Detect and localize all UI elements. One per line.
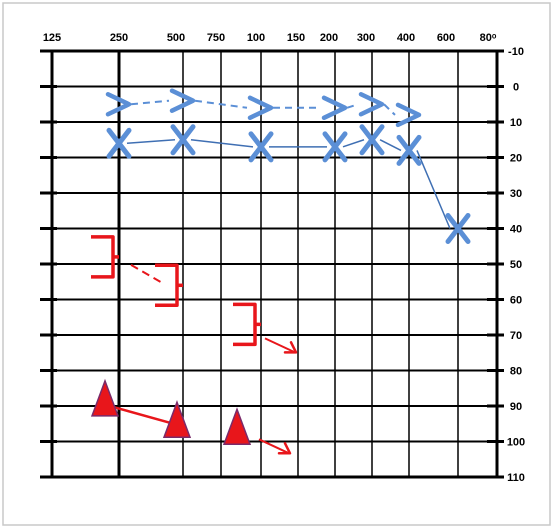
x-mark-stroke [359, 124, 385, 156]
bracket-no-response-arrow-shaft [264, 337, 296, 354]
x-tick-label: 100 [247, 32, 265, 44]
chevron-mark [321, 95, 348, 121]
x-tick-label: 400 [397, 32, 415, 44]
y-tick-label: 60 [510, 295, 522, 307]
chevron-connector [194, 99, 248, 109]
chevron-mark [395, 102, 422, 128]
x-tick-label: 600 [437, 32, 455, 44]
triangle-mark [222, 407, 252, 446]
triangle-connector [112, 405, 176, 426]
y-tick-label: 0 [513, 82, 519, 94]
x-mark [359, 124, 385, 156]
x-tick-label: 250 [110, 32, 128, 44]
x-mark-stroke [170, 124, 196, 156]
triangle-mark [90, 378, 120, 417]
chevron-mark [358, 92, 385, 117]
y-tick-label: -10 [508, 46, 524, 58]
y-tick-label: 30 [510, 188, 522, 200]
x-mark-stroke [322, 131, 348, 163]
x-mark-stroke [106, 127, 132, 159]
x-mark-stroke [248, 131, 274, 163]
x-mark [445, 213, 471, 244]
y-tick-label: 40 [510, 224, 522, 236]
x-mark [248, 131, 274, 163]
x-connector [416, 150, 451, 229]
series-lines [112, 99, 451, 455]
y-axis-tick-labels: -10 0 10 20 30 40 50 60 70 80 90 100 110 [507, 46, 525, 484]
x-mark [322, 131, 348, 163]
y-tick-label: 50 [510, 259, 522, 271]
bracket-no-response-arrow-head [283, 341, 298, 354]
x-tick-label: 500 [167, 32, 185, 44]
x-tick-label: 125 [43, 32, 61, 44]
y-tick-label: 90 [510, 401, 522, 413]
y-tick-label: 20 [510, 153, 522, 165]
data-marks [90, 88, 471, 446]
chevron-mark [247, 95, 274, 121]
x-mark-stroke [396, 134, 422, 166]
chevron-connector [130, 99, 170, 106]
x-axis-tick-labels: 125 250 500 750 100 150 200 300 400 600 80ᵒ [43, 32, 497, 44]
x-connector [190, 139, 254, 148]
x-mark [170, 124, 196, 156]
x-tick-label: 300 [357, 32, 375, 44]
triangle-no-response-arrow-shaft [258, 438, 290, 455]
x-connector [379, 139, 402, 152]
triangle-no-response-arrow-head [277, 442, 292, 455]
x-tick-label: 150 [287, 32, 305, 44]
x-tick-label: 80ᵒ [480, 32, 497, 44]
chevron-connector [383, 103, 396, 116]
x-connector [342, 139, 365, 148]
y-tick-label: 100 [507, 437, 525, 449]
x-mark-stroke [445, 213, 471, 244]
bracket-connector [130, 264, 164, 285]
x-connector [126, 139, 176, 145]
chevron-mark [105, 92, 132, 117]
y-tick-label: 110 [507, 472, 525, 484]
y-tick-label: 10 [510, 117, 522, 129]
chevron-mark [169, 88, 196, 113]
y-tick-label: 70 [510, 330, 522, 342]
y-tick-label: 80 [510, 366, 522, 378]
triangle-mark [162, 400, 192, 438]
x-tick-label: 750 [207, 32, 225, 44]
x-tick-label: 200 [320, 32, 338, 44]
x-mark [106, 127, 132, 159]
chevron-connector [346, 103, 359, 109]
x-mark [396, 134, 422, 166]
